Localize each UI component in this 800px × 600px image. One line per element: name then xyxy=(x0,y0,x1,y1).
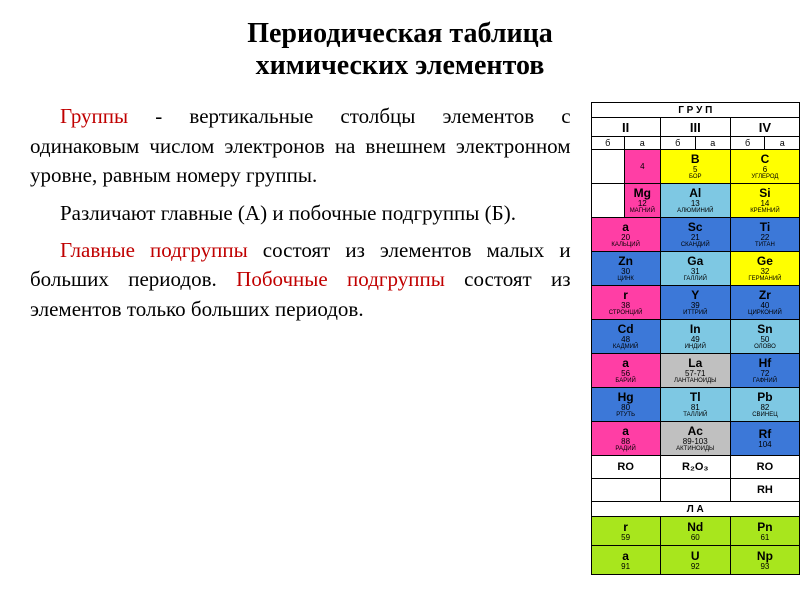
keyword-side: Побочные подгруппы xyxy=(236,267,445,291)
element-cell: In49ИНДИЙ xyxy=(660,320,730,354)
lanthanide-cell: r59 xyxy=(591,517,660,546)
group-label-III: III xyxy=(660,118,730,137)
subgroup-label: а xyxy=(695,137,730,150)
element-cell: a88РАДИЙ xyxy=(591,422,660,456)
oxide-formula: RO xyxy=(730,456,799,479)
element-cell: Ti22ТИТАН xyxy=(730,218,799,252)
element-cell: C6УГЛЕРОД xyxy=(730,150,799,184)
element-cell: Rf104 xyxy=(730,422,799,456)
element-cell: Ga31ГАЛЛИЙ xyxy=(660,252,730,286)
lanthanide-cell: Pn61 xyxy=(730,517,799,546)
element-cell: Si14КРЕМНИЙ xyxy=(730,184,799,218)
element-cell: Al13АЛЮМИНИЙ xyxy=(660,184,730,218)
subgroup-label: а xyxy=(765,137,800,150)
lanthanide-header: Л А xyxy=(591,502,799,517)
group-label-II: II xyxy=(591,118,660,137)
content-area: Группы - вертикальные столбцы элементов … xyxy=(0,102,800,575)
element-cell: Sc21СКАНДИЙ xyxy=(660,218,730,252)
element-cell: Hf72ГАФНИЙ xyxy=(730,354,799,388)
element-cell: Mg12МАГНИЙ xyxy=(624,184,660,218)
element-cell: Ac89-103АКТИНОИДЫ xyxy=(660,422,730,456)
element-cell: Zn30ЦИНК xyxy=(591,252,660,286)
element-cell: Y39ИТТРИЙ xyxy=(660,286,730,320)
element-cell: La57-71ЛАНТАНОИДЫ xyxy=(660,354,730,388)
oxide-formula: R₂O₃ xyxy=(660,456,730,479)
title-line2: химических элементов xyxy=(256,50,545,81)
oxide-formula: RO xyxy=(591,456,660,479)
hydride-formula xyxy=(591,479,660,502)
hydride-formula: RH xyxy=(730,479,799,502)
groups-header: Г Р У П xyxy=(591,103,799,118)
element-cell: Hg80РТУТЬ xyxy=(591,388,660,422)
paragraph-main: Главные подгруппы состоят из элементов м… xyxy=(30,236,571,324)
keyword-main: Главные подгруппы xyxy=(60,238,248,262)
element-cell xyxy=(591,150,624,184)
lanthanide-cell: Nd60 xyxy=(660,517,730,546)
element-cell: a20КАЛЬЦИЙ xyxy=(591,218,660,252)
element-cell: r38СТРОНЦИЙ xyxy=(591,286,660,320)
subgroup-label: б xyxy=(591,137,624,150)
element-cell: Pb82СВИНЕЦ xyxy=(730,388,799,422)
element-cell: Cd48КАДМИЙ xyxy=(591,320,660,354)
element-cell: Tl81ТАЛЛИЙ xyxy=(660,388,730,422)
periodic-table: Г Р У ПIIIIIIVбабаба4B5БОРC6УГЛЕРОДMg12М… xyxy=(591,102,800,575)
group-label-IV: IV xyxy=(730,118,799,137)
hydride-formula xyxy=(660,479,730,502)
element-cell xyxy=(591,184,624,218)
element-cell: a56БАРИЙ xyxy=(591,354,660,388)
periodic-table-fragment: Г Р У ПIIIIIIVбабаба4B5БОРC6УГЛЕРОДMg12М… xyxy=(591,102,800,575)
actinide-cell: a91 xyxy=(591,546,660,575)
element-cell: 4 xyxy=(624,150,660,184)
actinide-cell: Np93 xyxy=(730,546,799,575)
keyword-groups: Группы xyxy=(60,104,128,128)
subgroup-label: б xyxy=(730,137,765,150)
element-cell: Zr40ЦИРКОНИЙ xyxy=(730,286,799,320)
subgroup-label: а xyxy=(624,137,660,150)
paragraph-subgroups: Различают главные (А) и побочные подгруп… xyxy=(30,199,571,228)
text-column: Группы - вертикальные столбцы элементов … xyxy=(0,102,591,575)
page-title: Периодическая таблица химических элемент… xyxy=(0,0,800,102)
title-line1: Периодическая таблица xyxy=(247,18,553,49)
paragraph-groups: Группы - вертикальные столбцы элементов … xyxy=(30,102,571,190)
element-cell: Ge32ГЕРМАНИЙ xyxy=(730,252,799,286)
element-cell: Sn50ОЛОВО xyxy=(730,320,799,354)
subgroup-label: б xyxy=(660,137,695,150)
actinide-cell: U92 xyxy=(660,546,730,575)
element-cell: B5БОР xyxy=(660,150,730,184)
